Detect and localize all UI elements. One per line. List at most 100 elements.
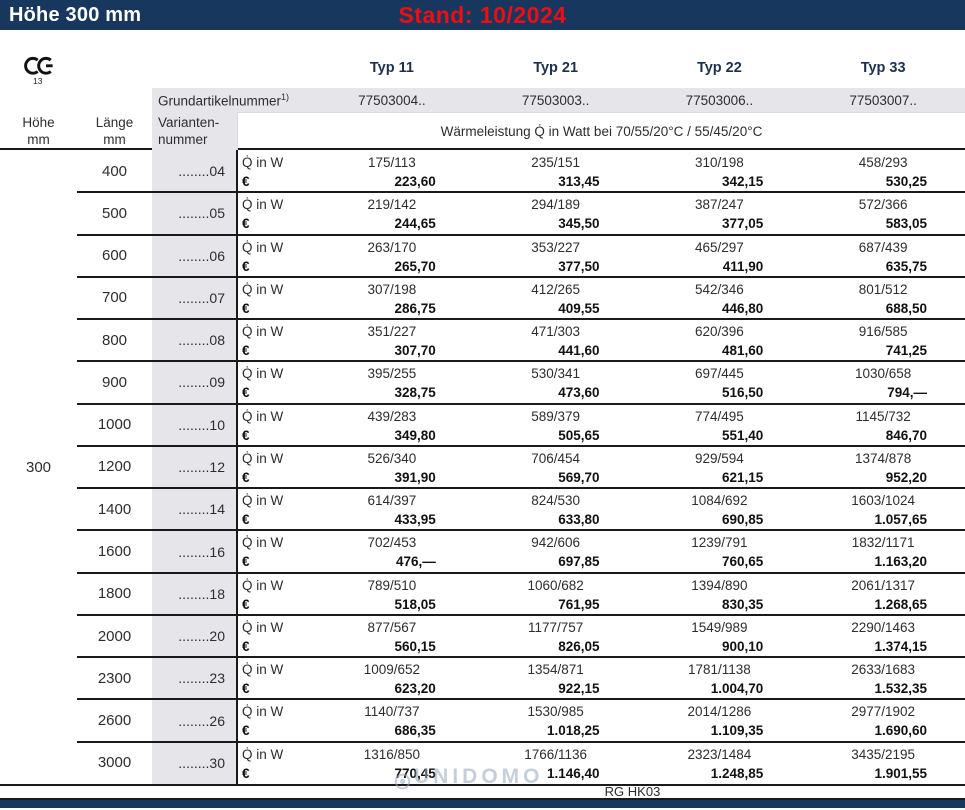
watt-label: Q̇ in W	[242, 619, 284, 635]
varianten-nummer-value: ........08	[152, 319, 237, 362]
typ33-price-value: 1.163,20	[874, 554, 927, 570]
typ21-watt-value: 706/454	[531, 450, 581, 466]
typ11-watt-value: 1316/850	[363, 746, 421, 762]
typ11-cell: 263/170 265,70	[310, 235, 474, 277]
row-labels: Q̇ in W €	[237, 319, 310, 361]
typ11-price-value: 223,60	[394, 174, 436, 189]
typ21-watt-value: 294/189	[531, 197, 581, 213]
grundartikelnummer-typ11: 77503004..	[358, 92, 426, 108]
table-row: 1400 ........14 Q̇ in W € 614/397 433,95…	[0, 487, 965, 531]
laenge-column-header: Länge mm	[95, 115, 134, 147]
varianten-nummer-value: ........06	[152, 234, 237, 277]
typ33-price-value: 530,25	[885, 174, 927, 189]
typ11-cell: 351/227 307,70	[310, 319, 474, 361]
typ33-cell: 458/293 530,25	[801, 150, 965, 192]
typ22-cell: 465/297 411,90	[638, 235, 802, 277]
typ33-cell: 1030/658 794,—	[801, 361, 965, 403]
watt-label: Q̇ in W	[242, 662, 284, 678]
row-labels: Q̇ in W €	[237, 404, 310, 446]
typ21-price-value: 345,50	[558, 216, 600, 232]
typ11-cell: 789/510 518,05	[310, 573, 474, 615]
typ11-cell: 614/397 433,95	[310, 488, 474, 530]
typ11-watt-value: 1009/652	[363, 662, 421, 678]
typ11-watt-value: 614/397	[367, 493, 417, 509]
table-row: 400 ........04 Q̇ in W € 175/113 223,60 …	[0, 150, 965, 193]
typ21-price-value: 377,50	[558, 258, 600, 274]
table-row: 1600 ........16 Q̇ in W € 702/453 476,— …	[0, 529, 965, 573]
typ21-price-value: 1.018,25	[546, 723, 600, 739]
typ33-price-value: 1.374,15	[874, 638, 927, 654]
typ22-watt-value: 1239/791	[691, 535, 748, 551]
typ21-watt-value: 530/341	[531, 366, 581, 382]
typ21-cell: 589/379 505,65	[474, 404, 638, 446]
typ21-cell: 412/265 409,55	[474, 277, 638, 319]
top-title-bar: Höhe 300 mm Stand: 10/2024	[0, 0, 965, 30]
typ11-price-value: 349,80	[394, 427, 436, 443]
typ22-watt-value: 387/247	[694, 197, 744, 213]
laenge-value: 500	[101, 204, 128, 222]
varianten-nummer-value: ........05	[152, 192, 237, 235]
page-title: Höhe 300 mm	[9, 4, 142, 26]
typ21-cell: 1060/682 761,95	[474, 573, 638, 615]
typ22-cell: 542/346 446,80	[638, 277, 802, 319]
typ22-watt-value: 542/346	[694, 281, 744, 297]
typ-header-row: Typ 11 Typ 21 Typ 22 Typ 33	[310, 60, 965, 76]
typ21-cell: 1766/1136 1.146,40	[474, 742, 638, 784]
table-row: 2300 ........23 Q̇ in W € 1009/652 623,2…	[0, 656, 965, 700]
typ33-cell: 2061/1317 1.268,65	[801, 573, 965, 615]
typ22-price-value: 342,15	[721, 174, 764, 189]
typ33-cell: 3435/2195 1.901,55	[801, 742, 965, 784]
typ22-cell: 2323/1484 1.248,85	[638, 742, 802, 784]
typ21-price-value: 409,55	[558, 300, 600, 316]
typ22-watt-value: 1084/692	[691, 493, 748, 509]
typ33-cell: 801/512 688,50	[801, 277, 965, 319]
watt-label: Q̇ in W	[242, 746, 284, 762]
typ21-price-value: 761,95	[558, 596, 600, 612]
typ33-watt-value: 916/585	[858, 324, 908, 340]
laenge-value: 900	[101, 373, 128, 391]
euro-label: €	[242, 385, 250, 401]
grundartikelnummer-typ22: 77503006..	[685, 92, 754, 108]
euro-label: €	[242, 300, 250, 316]
watt-label: Q̇ in W	[242, 324, 284, 340]
row-labels: Q̇ in W €	[237, 742, 310, 784]
laenge-value: 600	[101, 247, 128, 265]
typ11-watt-value: 877/567	[367, 619, 417, 635]
ce-number: 13	[33, 76, 43, 86]
laenge-value: 2600	[97, 712, 132, 730]
typ33-watt-value: 1832/1171	[851, 535, 915, 551]
typ-33-header: Typ 33	[860, 60, 906, 76]
typ22-cell: 1549/989 900,10	[638, 615, 802, 657]
row-labels: Q̇ in W €	[237, 192, 310, 234]
watt-label: Q̇ in W	[242, 366, 284, 382]
typ21-watt-value: 1766/1136	[524, 746, 588, 762]
typ11-cell: 1009/652 623,20	[310, 657, 474, 699]
typ21-cell: 706/454 569,70	[474, 446, 638, 488]
table-row: 500 ........05 Q̇ in W € 219/142 244,65 …	[0, 191, 965, 235]
typ21-price-value: 633,80	[558, 512, 600, 528]
typ33-price-value: 635,75	[885, 258, 927, 274]
table-row: 700 ........07 Q̇ in W € 307/198 286,75 …	[0, 275, 965, 320]
typ22-cell: 1394/890 830,35	[638, 573, 802, 615]
typ33-watt-value: 2061/1317	[851, 577, 916, 593]
typ22-watt-value: 774/495	[694, 408, 744, 424]
typ22-cell: 310/198 342,15	[638, 150, 802, 192]
row-labels: Q̇ in W €	[237, 699, 310, 741]
typ21-price-value: 569,70	[558, 469, 600, 485]
typ11-cell: 1140/737 686,35	[310, 699, 474, 741]
row-labels: Q̇ in W €	[237, 615, 310, 657]
table-row: 3000 ........30 Q̇ in W € 1316/850 770,4…	[0, 740, 965, 784]
typ11-price-value: 286,75	[394, 300, 436, 316]
typ33-price-value: 741,25	[885, 343, 927, 359]
varianten-column-header: Varianten- nummer	[152, 112, 237, 150]
row-labels: Q̇ in W €	[237, 150, 310, 192]
euro-label: €	[242, 343, 250, 359]
typ11-watt-value: 439/283	[367, 408, 417, 424]
typ11-watt-value: 1140/737	[364, 704, 420, 720]
laenge-value: 1000	[97, 416, 132, 434]
typ11-price-value: 307,70	[394, 343, 436, 359]
typ33-cell: 1832/1171 1.163,20	[801, 530, 965, 572]
typ21-watt-value: 824/530	[531, 493, 581, 509]
typ33-price-value: 1.532,35	[874, 681, 927, 697]
typ22-watt-value: 697/445	[694, 366, 744, 382]
